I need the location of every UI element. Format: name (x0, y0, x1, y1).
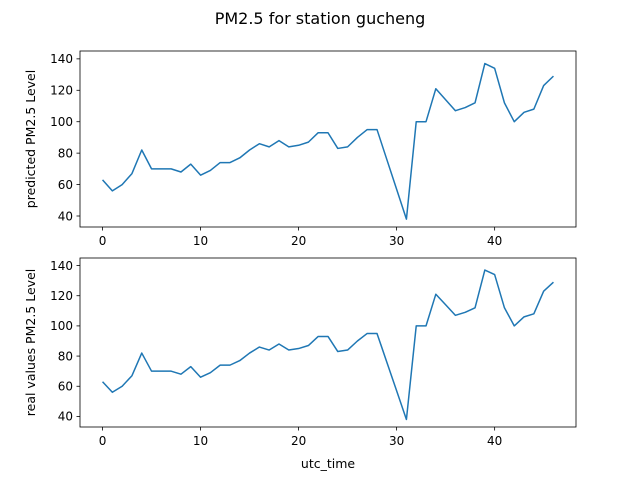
y-tick-label: 60 (58, 178, 73, 192)
x-tick-label: 30 (389, 434, 404, 448)
y-tick-label: 40 (58, 410, 73, 424)
y-tick-label: 100 (50, 115, 73, 129)
y-tick-label: 100 (50, 319, 73, 333)
y-tick-label: 60 (58, 380, 73, 394)
series-line (101, 62, 554, 220)
x-tick-label: 10 (193, 434, 208, 448)
figure-title: PM2.5 for station gucheng (215, 9, 426, 28)
axes-frame (79, 257, 577, 428)
y-tick-label: 140 (50, 259, 73, 273)
x-tick-label: 20 (291, 434, 306, 448)
predicted-subplot: 0 10 20 30 40 40 60 80 100 120 140 predicted PM2.5 … (23, 50, 577, 248)
y-tick-label: 40 (58, 209, 73, 223)
y-tick-label: 80 (58, 146, 73, 160)
y-axis-label: real values PM2.5 Level (23, 269, 38, 416)
y-tick-label: 80 (58, 349, 73, 363)
y-tick-label: 120 (50, 84, 73, 98)
x-tick-label: 0 (99, 434, 107, 448)
x-tick-label: 10 (193, 234, 208, 248)
y-axis-label: predicted PM2.5 Level (23, 70, 38, 208)
series-line (102, 269, 554, 421)
x-tick-label: 20 (291, 234, 306, 248)
x-tick-label: 40 (487, 234, 502, 248)
y-tick-label: 120 (50, 289, 73, 303)
x-tick-label: 30 (389, 234, 404, 248)
x-tick-label: 40 (487, 434, 502, 448)
axes-frame (79, 50, 577, 228)
y-tick-label: 140 (50, 52, 73, 66)
x-axis-label: utc_time (301, 456, 355, 471)
x-tick-label: 0 (99, 234, 107, 248)
real-values-subplot: 0 10 20 30 40 40 60 80 100 120 140 real values PM2.… (23, 257, 577, 471)
